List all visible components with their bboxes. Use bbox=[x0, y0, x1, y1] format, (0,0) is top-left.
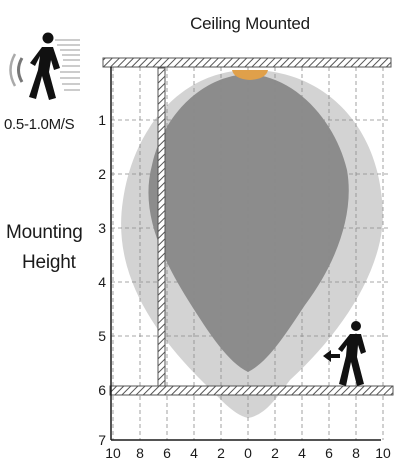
inner-detection-zone bbox=[148, 74, 349, 372]
x-tick-label: 0 bbox=[244, 445, 252, 461]
height-label: Height bbox=[22, 252, 76, 273]
x-tick-label: 2 bbox=[271, 445, 279, 461]
y-tick-label: 3 bbox=[98, 220, 106, 236]
x-tick-label: 10 bbox=[105, 445, 121, 461]
pillar bbox=[157, 67, 166, 387]
walking-person-with-arrow-icon bbox=[323, 321, 366, 386]
x-tick-label: 4 bbox=[298, 445, 306, 461]
x-tick-label: 6 bbox=[325, 445, 333, 461]
y-tick-labels: 1 2 3 4 5 6 7 bbox=[98, 112, 106, 448]
y-tick-label: 4 bbox=[98, 274, 106, 290]
floor-band bbox=[109, 385, 394, 396]
sensor bbox=[232, 70, 268, 80]
y-tick-label: 5 bbox=[98, 328, 106, 344]
walking-person-with-signal-icon bbox=[9, 32, 80, 100]
x-tick-label: 6 bbox=[163, 445, 171, 461]
x-tick-label: 2 bbox=[217, 445, 225, 461]
x-tick-label: 8 bbox=[352, 445, 360, 461]
x-tick-label: 8 bbox=[136, 445, 144, 461]
x-tick-label: 10 bbox=[375, 445, 391, 461]
y-tick-label: 2 bbox=[98, 166, 106, 182]
x-tick-labels: 10 8 6 4 2 0 2 4 6 8 10 bbox=[105, 445, 391, 461]
mounting-label: Mounting bbox=[6, 222, 83, 243]
speed-label: 0.5-1.0M/S bbox=[4, 116, 75, 133]
y-tick-label: 6 bbox=[98, 382, 106, 398]
ceiling-band bbox=[102, 57, 392, 68]
y-tick-label: 7 bbox=[98, 432, 106, 448]
x-tick-label: 4 bbox=[190, 445, 198, 461]
y-tick-label: 1 bbox=[98, 112, 106, 128]
diagram-title: Ceiling Mounted bbox=[190, 14, 310, 33]
